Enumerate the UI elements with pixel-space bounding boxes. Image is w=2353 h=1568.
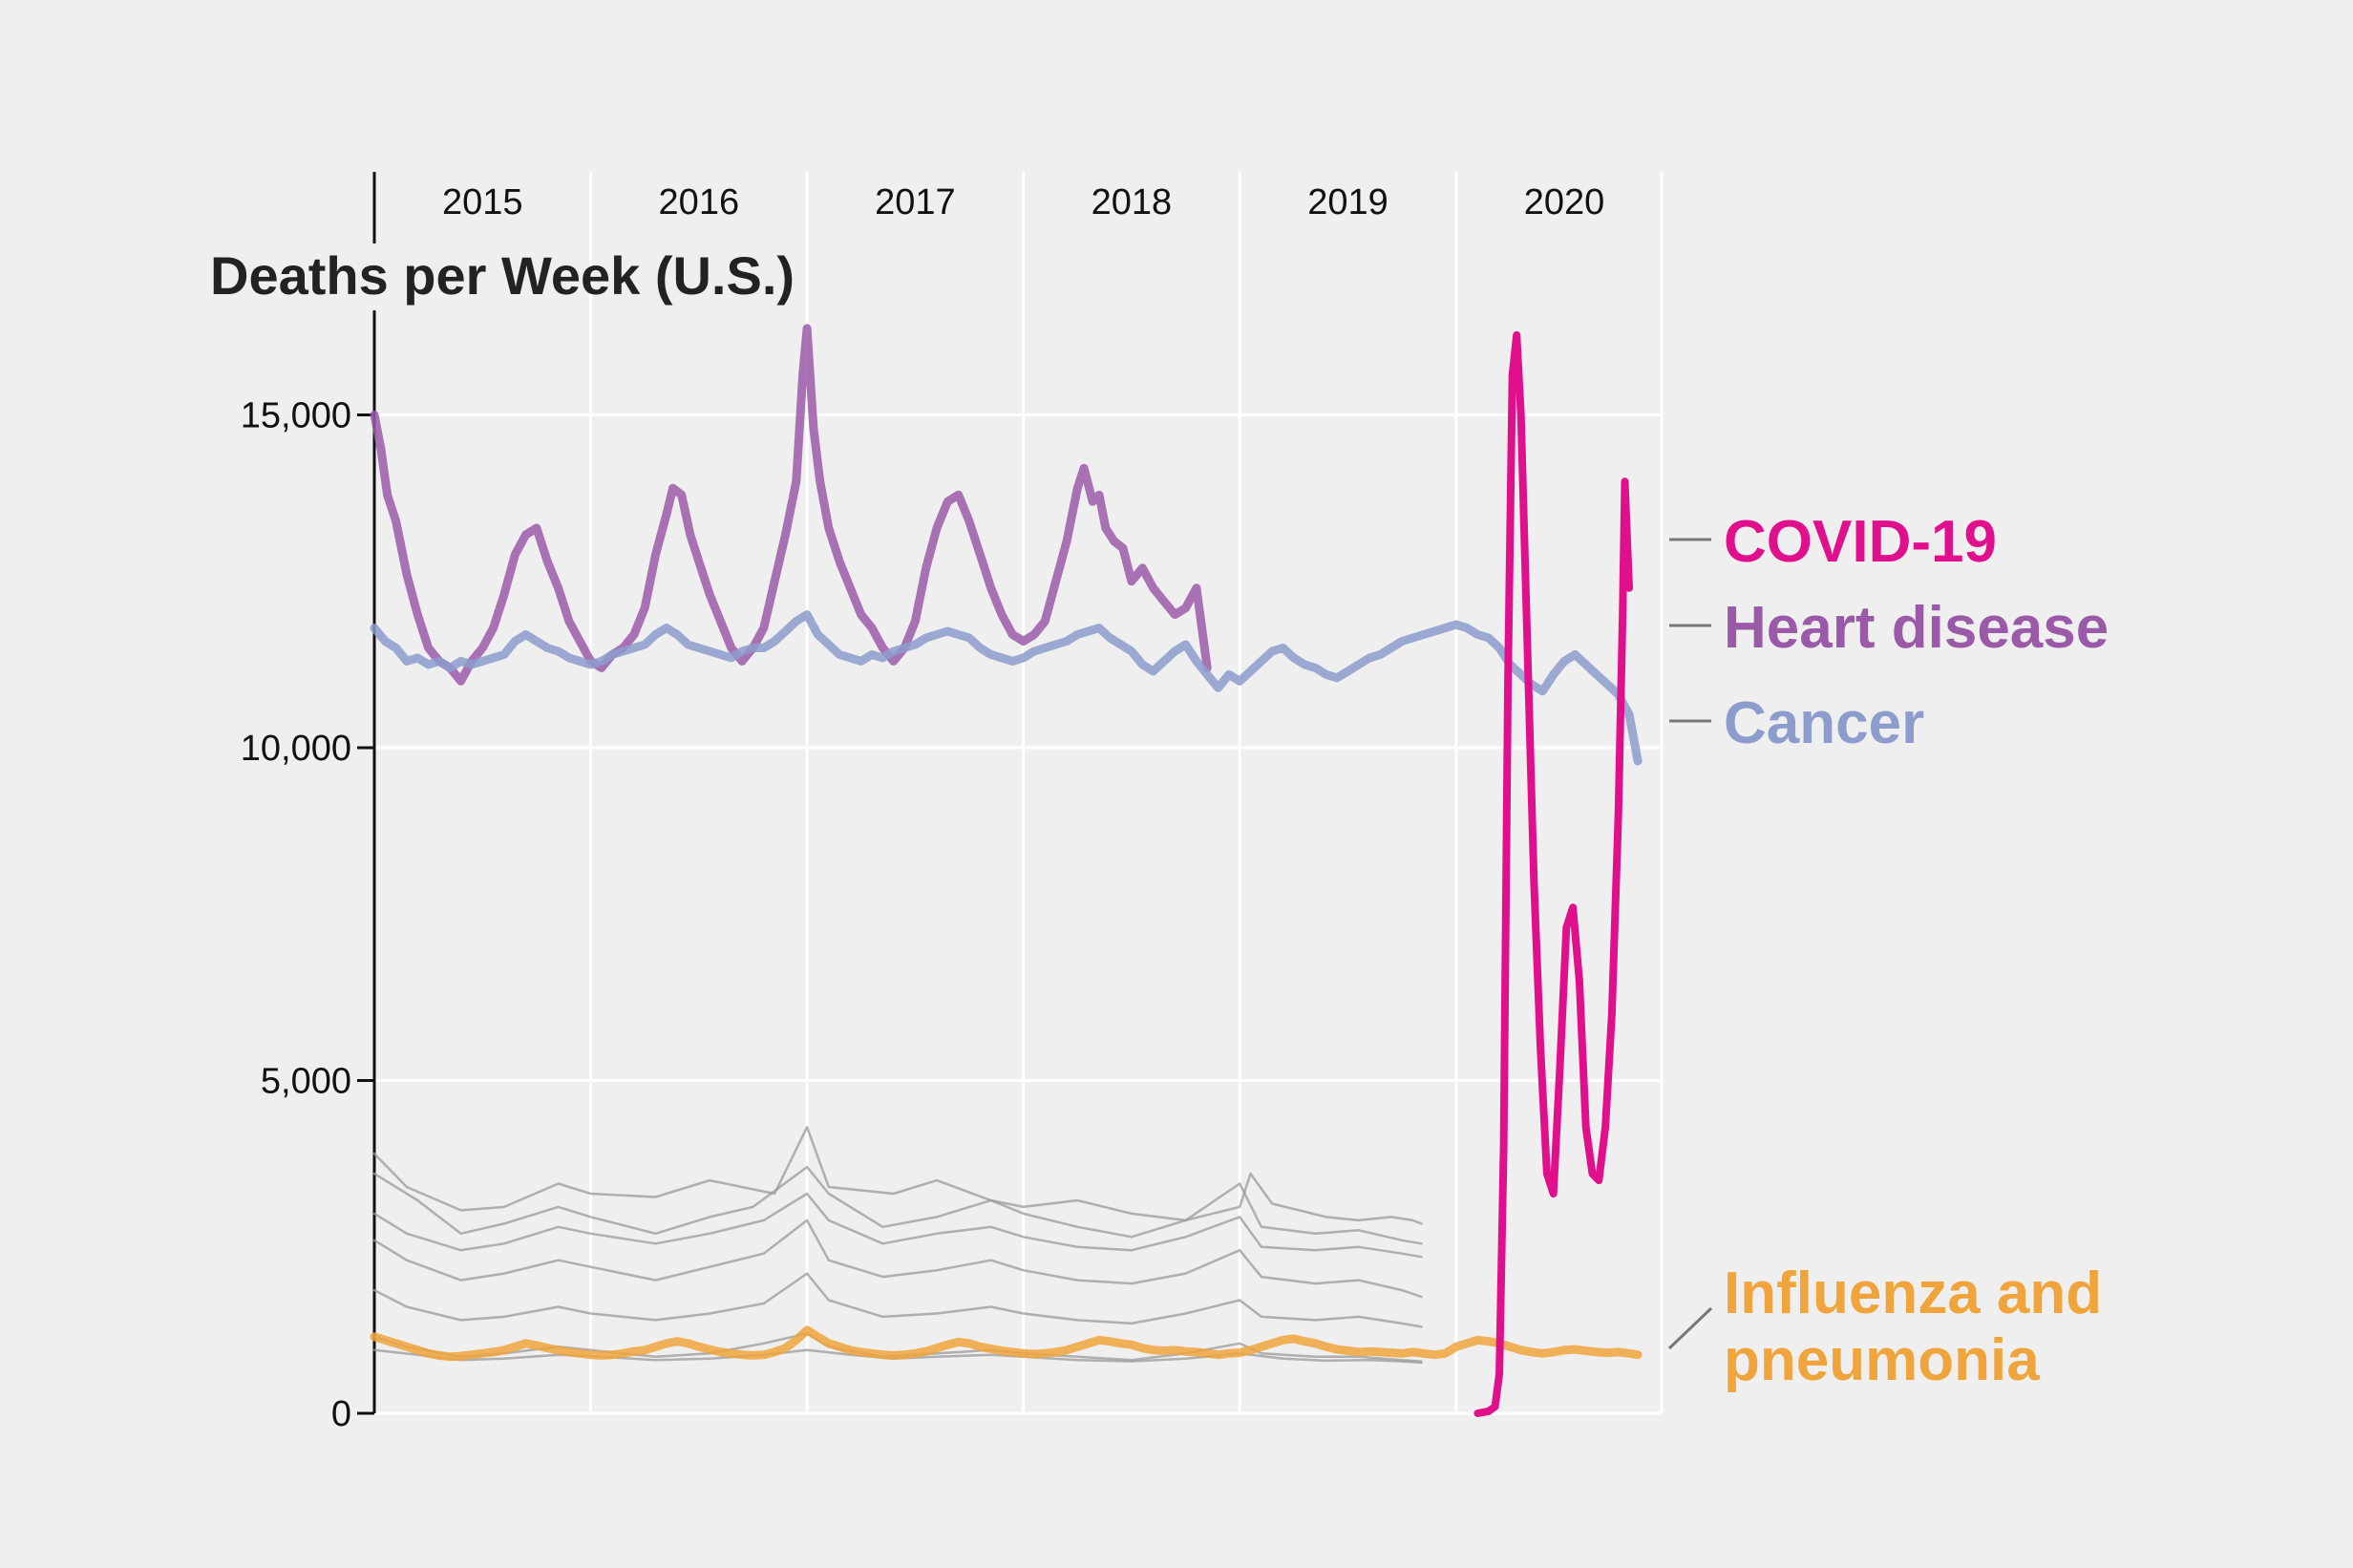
influenza-and-pneumonia-line: [370, 1325, 1643, 1362]
series-label: Cancer: [1724, 690, 1924, 756]
other-cause-line: [372, 1218, 1423, 1299]
year-label: 2018: [1092, 182, 1173, 222]
year-labels: 2015 2016 2017 2018 2019 2020: [442, 182, 1604, 222]
label-leader-line: [1667, 1306, 1713, 1350]
cancer-line: [370, 610, 1643, 766]
y-tick-label: 0: [331, 1394, 351, 1434]
y-tick-label: 15,000: [241, 396, 351, 436]
year-label: 2020: [1524, 182, 1605, 222]
other-cause-line: [372, 1126, 1423, 1225]
year-label: 2017: [875, 182, 956, 222]
y-axis: 0 5,000 10,000 15,000: [241, 172, 376, 1434]
year-label: 2015: [442, 182, 523, 222]
gridlines: [374, 172, 1664, 1415]
year-label: 2016: [659, 182, 740, 222]
y-tick-label: 10,000: [241, 729, 351, 769]
series-label: Heart disease: [1724, 595, 2109, 661]
other-cause-line: [372, 1272, 1423, 1328]
covid-19-line: [1473, 330, 1633, 1417]
heart-disease-line: [370, 324, 1212, 686]
series-label: pneumonia: [1724, 1327, 2040, 1393]
series-label: Influenza and: [1724, 1261, 2102, 1326]
other-cause-line: [372, 1165, 1423, 1245]
series-lines: [370, 324, 1643, 1417]
y-tick-label: 5,000: [261, 1062, 351, 1102]
series-labels: COVID-19 Heart disease Cancer Influenza and…: [1667, 509, 2109, 1393]
series-label: COVID-19: [1724, 509, 1997, 575]
chart-title: Deaths per Week (U.S.): [210, 245, 795, 306]
other-cause-line: [372, 1192, 1423, 1259]
year-label: 2019: [1307, 182, 1388, 222]
